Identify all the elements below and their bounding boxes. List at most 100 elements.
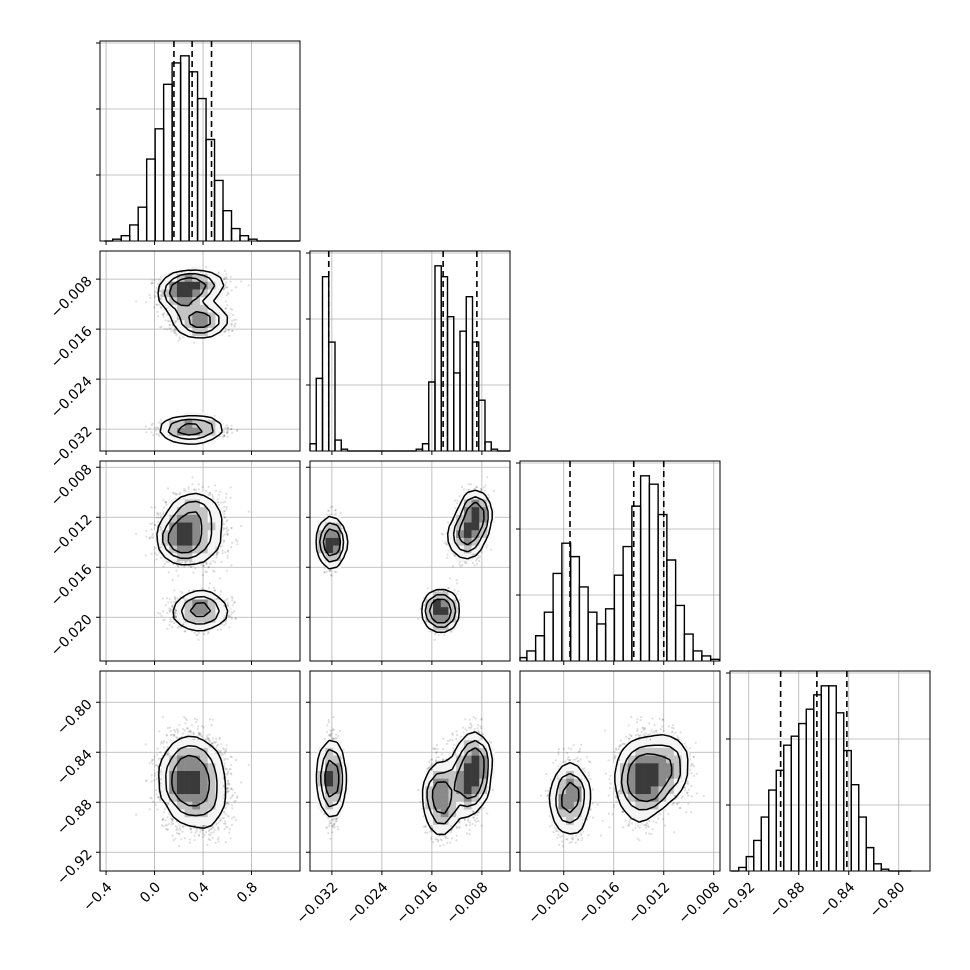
sample-point	[166, 313, 169, 316]
sample-point	[226, 814, 229, 817]
sample-point	[224, 620, 227, 623]
sample-point	[165, 328, 168, 331]
sample-point	[170, 601, 173, 604]
sample-point	[337, 828, 340, 831]
sample-point	[474, 824, 477, 827]
sample-point	[426, 767, 429, 770]
sample-point	[148, 536, 151, 539]
sample-point	[228, 782, 231, 786]
sample-point	[207, 485, 210, 488]
density-cell	[207, 747, 216, 756]
sample-point	[433, 632, 436, 636]
sample-point	[204, 570, 207, 573]
sample-point	[331, 737, 334, 740]
histogram-bar	[768, 789, 777, 871]
sample-point	[233, 318, 236, 322]
density-cell	[176, 614, 185, 623]
density-cell	[456, 507, 465, 516]
sample-point	[224, 500, 227, 503]
sample-point	[429, 830, 432, 833]
sample-point	[473, 728, 476, 731]
sample-point	[231, 431, 234, 434]
sample-point	[432, 747, 435, 750]
sample-point	[223, 330, 227, 333]
sample-point	[227, 528, 230, 532]
sample-point	[422, 825, 425, 828]
density-cell	[333, 778, 342, 787]
sample-point	[487, 504, 490, 507]
sample-point	[155, 764, 158, 767]
sample-point	[182, 623, 185, 626]
density-cell	[176, 312, 185, 321]
sample-point	[474, 717, 477, 720]
density-cell	[215, 614, 224, 623]
sample-point	[173, 595, 176, 598]
sample-point	[328, 822, 331, 825]
density-cell	[192, 514, 201, 523]
sample-point	[455, 737, 458, 741]
sample-point	[443, 633, 446, 636]
sample-point	[224, 307, 228, 310]
sample-point	[226, 291, 229, 294]
histogram-bar	[340, 448, 349, 451]
sample-point	[458, 820, 462, 823]
panel-content	[315, 476, 495, 642]
sample-point	[181, 825, 185, 828]
density-cell	[325, 763, 334, 772]
sample-point	[176, 493, 179, 496]
sample-point	[212, 559, 215, 563]
sample-point	[155, 788, 158, 792]
density-cell	[340, 545, 349, 554]
y-tick-label: −0.016	[48, 323, 96, 371]
density-cell	[471, 514, 480, 523]
sample-point	[181, 592, 184, 595]
sample-point	[162, 610, 165, 613]
density-cell	[200, 553, 208, 562]
sample-point	[164, 819, 167, 822]
sample-point	[186, 727, 189, 730]
sample-point	[135, 532, 138, 535]
histogram-bar	[247, 238, 258, 241]
sample-point	[224, 757, 227, 760]
sample-point	[160, 307, 163, 310]
sample-point	[222, 501, 225, 504]
density-cell	[471, 522, 480, 531]
sample-point	[226, 430, 229, 434]
sample-point	[155, 303, 158, 306]
density-cell	[200, 786, 208, 795]
density-cell	[200, 530, 208, 539]
density-cell	[471, 747, 480, 756]
sample-point	[225, 496, 228, 499]
sample-point	[174, 837, 177, 840]
sample-point	[472, 816, 475, 819]
sample-point	[480, 717, 483, 720]
sample-point	[224, 806, 227, 810]
sample-point	[208, 745, 211, 748]
sample-point	[231, 617, 234, 620]
histogram-bar	[639, 475, 651, 661]
sample-point	[421, 807, 424, 810]
sample-point	[223, 276, 226, 279]
density-cell	[176, 817, 185, 826]
sample-point	[417, 788, 420, 792]
density-cell	[192, 274, 201, 283]
density-cell	[176, 304, 185, 313]
sample-point	[227, 789, 230, 793]
sample-point	[175, 610, 178, 613]
sample-point	[233, 610, 236, 613]
sample-point	[171, 491, 175, 494]
density-cell	[433, 614, 442, 623]
density-cell	[207, 599, 216, 608]
sample-point	[205, 562, 208, 565]
sample-point	[449, 577, 452, 580]
sample-point	[191, 476, 194, 479]
sample-point	[207, 632, 210, 635]
density-cell	[176, 607, 185, 616]
sample-point	[465, 824, 468, 827]
sample-point	[226, 772, 229, 775]
density-cell	[207, 320, 216, 329]
density-cell	[456, 537, 465, 546]
histogram-bar	[137, 206, 148, 241]
sample-point	[213, 828, 216, 831]
sample-point	[470, 723, 473, 727]
